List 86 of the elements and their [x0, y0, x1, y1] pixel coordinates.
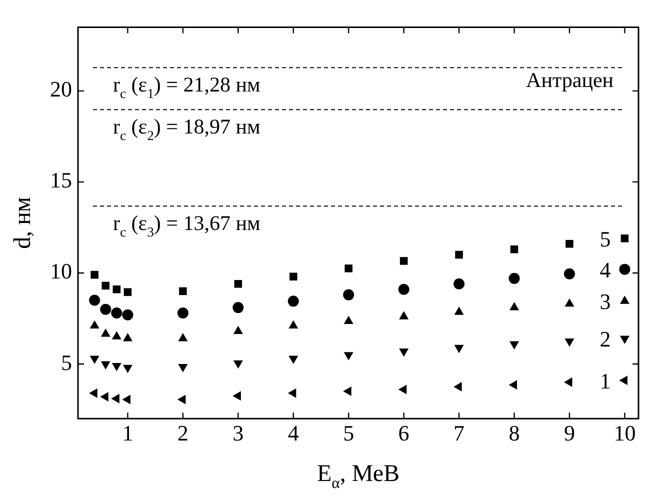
point: [233, 360, 243, 369]
point: [89, 294, 100, 306]
point: [234, 280, 242, 288]
point: [343, 289, 354, 300]
point: [398, 384, 407, 394]
point: [111, 308, 122, 319]
point: [509, 341, 520, 350]
point: [100, 392, 108, 402]
y-tick-label: 20: [50, 76, 72, 102]
point: [111, 394, 120, 404]
point: [288, 356, 298, 364]
series-label: 1: [600, 368, 611, 394]
point: [90, 270, 98, 279]
x-tick-label: 2: [177, 420, 188, 446]
series-label: 5: [600, 226, 611, 252]
point: [620, 234, 629, 242]
point: [100, 304, 112, 315]
y-axis-title: d, нм: [10, 196, 36, 249]
point: [122, 333, 132, 342]
point: [508, 272, 520, 284]
point: [102, 282, 110, 290]
point: [619, 376, 628, 386]
point: [566, 240, 574, 248]
point: [288, 296, 299, 307]
point: [178, 364, 188, 372]
point: [90, 320, 100, 329]
point: [619, 264, 630, 275]
point: [122, 394, 130, 404]
point: [177, 394, 186, 404]
point: [233, 326, 243, 334]
x-tick-label: 1: [122, 420, 134, 446]
point: [100, 361, 110, 370]
point: [124, 288, 132, 296]
point: [620, 296, 630, 304]
annotation: Антрацен: [526, 68, 614, 92]
point: [564, 268, 575, 280]
series-label: 2: [600, 326, 611, 352]
point: [288, 320, 298, 329]
point: [112, 363, 122, 372]
point: [510, 245, 518, 254]
point: [177, 308, 188, 319]
x-tick-label: 9: [564, 420, 575, 446]
point: [344, 316, 354, 324]
point: [179, 287, 187, 296]
point: [112, 331, 122, 340]
y-tick-label: 15: [50, 168, 72, 193]
point: [455, 250, 463, 259]
series-label: 3: [600, 289, 611, 314]
point: [454, 382, 462, 392]
point: [400, 257, 408, 265]
x-tick-label: 10: [614, 420, 636, 446]
point: [289, 272, 298, 280]
point: [100, 328, 110, 337]
x-tick-label: 4: [288, 420, 299, 446]
point: [122, 309, 134, 320]
point: [454, 278, 465, 290]
point: [454, 344, 464, 354]
point: [89, 388, 98, 398]
point: [122, 364, 132, 374]
legend-label: 4: [600, 257, 611, 282]
point: [232, 391, 241, 401]
point: [564, 298, 574, 307]
y-tick-label: 5: [61, 350, 72, 375]
x-tick-label: 6: [398, 420, 410, 446]
point: [344, 352, 354, 360]
x-tick-label: 8: [508, 420, 520, 446]
point: [399, 311, 409, 320]
x-tick-label: 3: [232, 420, 244, 446]
point: [508, 380, 517, 390]
point: [344, 264, 352, 272]
point: [454, 306, 464, 315]
point: [620, 336, 630, 344]
point: [564, 338, 574, 347]
x-tick-label: 5: [343, 420, 354, 446]
x-tick-label: 7: [454, 420, 465, 446]
point: [288, 388, 296, 398]
point: [232, 302, 244, 314]
point: [509, 302, 520, 310]
point: [90, 356, 100, 364]
point: [178, 333, 188, 342]
point: [399, 348, 409, 357]
y-tick-label: 10: [50, 258, 72, 284]
point: [564, 377, 572, 387]
point: [398, 284, 410, 295]
point: [343, 386, 352, 396]
point: [112, 285, 121, 294]
